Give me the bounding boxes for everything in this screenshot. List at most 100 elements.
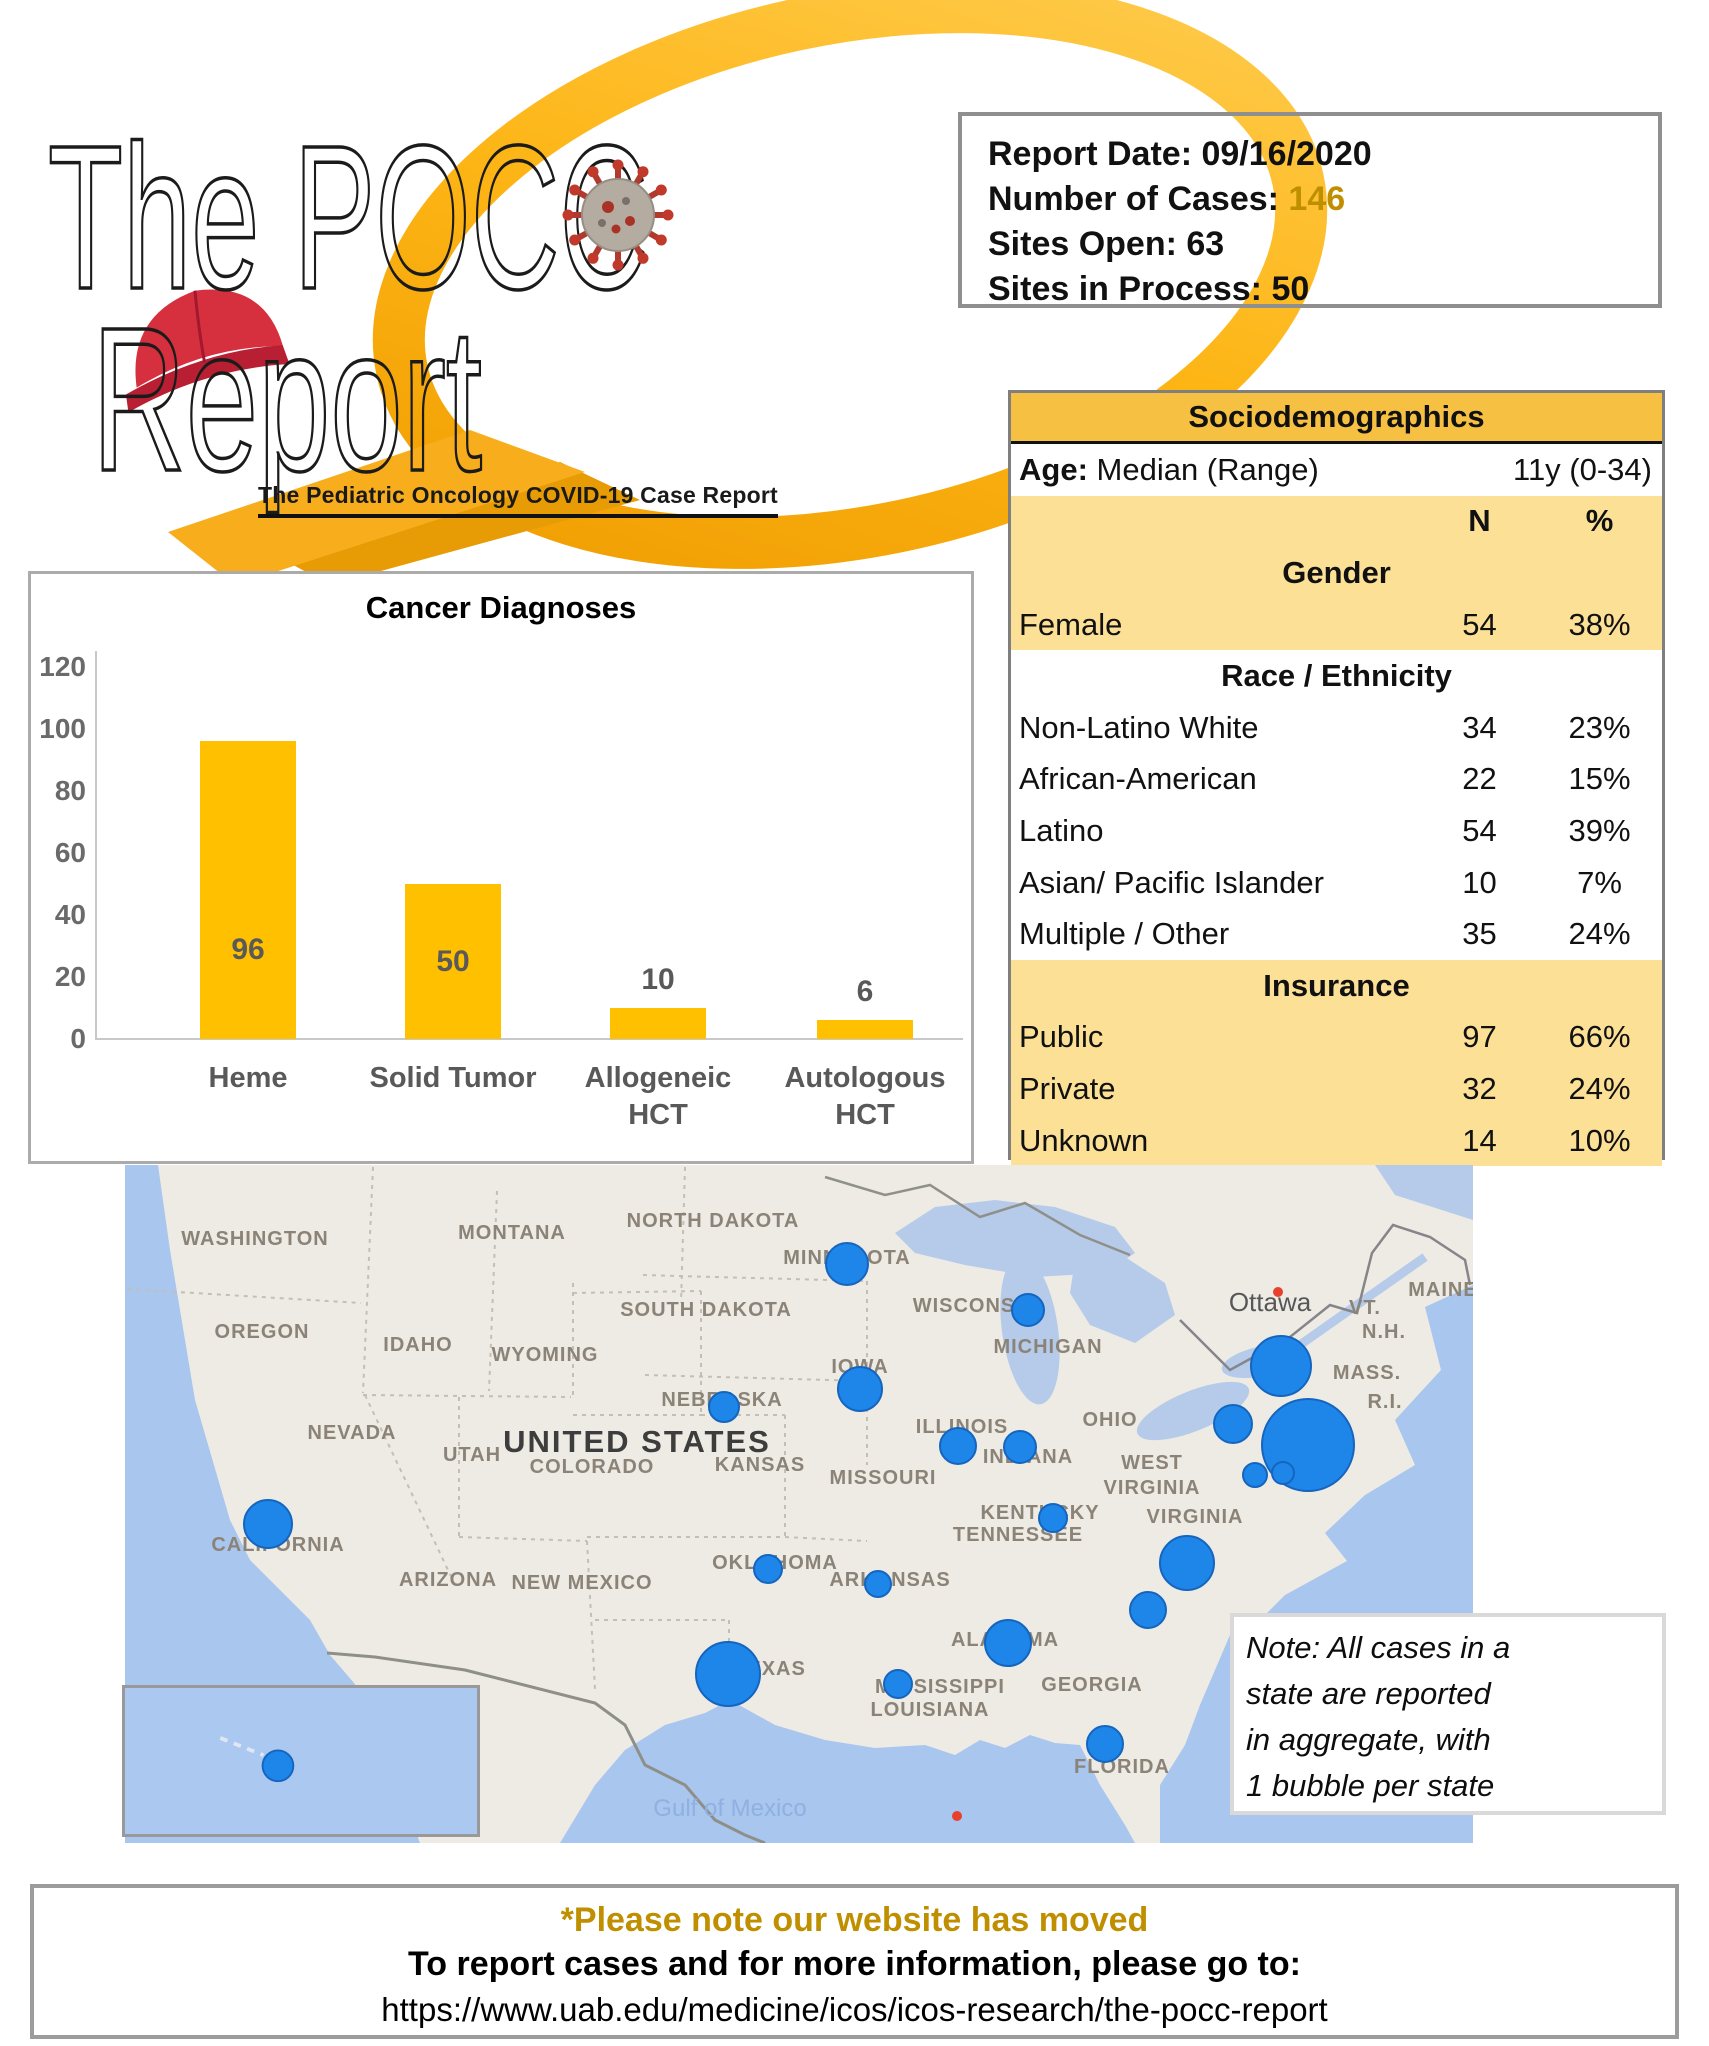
report-info-box: Report Date: 09/16/2020 Number of Cases:…: [958, 112, 1662, 308]
sociodemographics-table: Sociodemographics Age: Median (Range) 11…: [1008, 390, 1665, 1167]
map-label: MISSOURI: [830, 1467, 937, 1489]
bar-value-label: 6: [856, 975, 874, 1008]
table-row: African-American 22 15%: [1019, 761, 1631, 797]
map-label: WEST: [1121, 1452, 1183, 1474]
lake-michigan: [1000, 1255, 1060, 1405]
column-headers: N %: [1011, 495, 1662, 548]
category-label: Autologous HCT: [784, 1062, 946, 1131]
sites-open: Sites Open: 63: [988, 225, 1225, 263]
state-case-bubble: [1271, 1461, 1295, 1485]
y-tick-label: 100: [39, 713, 86, 744]
state-case-bubble: [1242, 1462, 1268, 1488]
map-label: IDAHO: [383, 1334, 452, 1356]
map-label: VIRGINIA: [1147, 1506, 1244, 1528]
lake-huron: [1070, 1257, 1175, 1343]
state-case-bubble: [1038, 1503, 1068, 1533]
pacific-ocean: [125, 1165, 420, 1843]
map-label: KANSAS: [715, 1454, 805, 1476]
table-row: Public 97 66%: [1011, 1011, 1662, 1064]
number-of-cases: Number of Cases: 146: [988, 180, 1346, 218]
table-row: Private 32 24%: [1011, 1063, 1662, 1115]
state-borders: [126, 1166, 868, 1690]
sites-in-process: Sites in Process: 50: [988, 270, 1310, 308]
bar-value-label: 50: [436, 945, 470, 978]
y-tick-label: 20: [54, 961, 86, 992]
red-dot-marker: [1273, 1287, 1283, 1297]
report-date: Report Date: 09/16/2020: [988, 135, 1372, 173]
report-instructions: To report cases and for more information…: [408, 1945, 1301, 1983]
bar-autologous-hct: [817, 1020, 913, 1039]
map-label: VIRGINIA: [1104, 1477, 1201, 1499]
bar-heme: [200, 741, 296, 1039]
state-case-bubble: [825, 1242, 869, 1286]
state-case-bubble: [1086, 1725, 1124, 1763]
state-case-bubble: [708, 1391, 740, 1423]
hawaii-inset: [122, 1685, 480, 1837]
bar-allogeneic-hct: [610, 1008, 706, 1039]
table-row: Non-Latino White 34 23%: [1019, 709, 1631, 745]
state-case-bubble: [837, 1366, 883, 1412]
table-row: Multiple / Other 35 24%: [1019, 916, 1631, 952]
map-label: NORTH DAKOTA: [627, 1210, 800, 1232]
map-label: VT.: [1349, 1297, 1381, 1319]
category-label: Solid Tumor: [369, 1062, 537, 1094]
map-label: NEW MEXICO: [511, 1572, 652, 1594]
table-row: Latino 54 39%: [1019, 812, 1631, 848]
state-case-bubble: [243, 1499, 293, 1549]
pocc-logo: The POCC Report: [46, 0, 1328, 585]
lake-superior: [895, 1200, 1135, 1277]
y-tick-label: 60: [54, 837, 86, 868]
map-label: FLORIDA: [1074, 1756, 1170, 1778]
state-case-bubble: [1250, 1335, 1312, 1397]
footer-banner: *Please note our website has moved To re…: [30, 1884, 1679, 2039]
map-label: GEORGIA: [1041, 1674, 1142, 1696]
coronavirus-icon: [562, 159, 674, 271]
state-case-bubble: [883, 1669, 913, 1699]
map-label: Ottawa: [1229, 1287, 1312, 1317]
mexico-border: [326, 1651, 766, 1843]
state-case-bubble: [1159, 1535, 1215, 1591]
map-label: SOUTH DAKOTA: [620, 1299, 792, 1321]
red-cap-icon: [125, 289, 290, 413]
map-label: OREGON: [215, 1321, 310, 1343]
bar-solid-tumor: [405, 884, 501, 1039]
state-case-bubble: [753, 1554, 783, 1584]
map-label: MAINE: [1408, 1279, 1473, 1301]
table-row: Asian/ Pacific Islander 10 7%: [1019, 864, 1622, 900]
map-label: COLORADO: [530, 1456, 655, 1478]
gender-section-header: Gender: [1011, 547, 1662, 599]
website-moved-notice: *Please note our website has moved: [560, 1901, 1149, 1939]
map-label: ILLINOIS: [916, 1416, 1008, 1438]
category-label: Heme: [208, 1062, 288, 1094]
race-section-header: Race / Ethnicity: [1221, 658, 1452, 694]
map-label: MICHIGAN: [993, 1336, 1102, 1358]
state-case-bubble: [864, 1570, 892, 1598]
map-label: Gulf of Mexico: [653, 1795, 806, 1822]
table-row: Unknown 14 10%: [1011, 1114, 1662, 1167]
map-label: R.I.: [1367, 1391, 1402, 1413]
map-label: OHIO: [1082, 1409, 1137, 1431]
state-case-bubble: [1011, 1293, 1045, 1327]
logo-line1: The POCC: [48, 103, 648, 332]
state-case-bubble: [984, 1619, 1032, 1667]
map-label: N.H.: [1362, 1321, 1406, 1343]
category-label: Allogeneic HCT: [584, 1062, 732, 1131]
state-case-bubble: [1213, 1404, 1253, 1444]
age-row: Age: Median (Range) 11y (0-34): [1019, 451, 1652, 487]
st-lawrence-bay: [1375, 1165, 1473, 1220]
y-tick-label: 80: [54, 775, 86, 806]
bar-value-label: 96: [231, 933, 265, 966]
map-label: UTAH: [443, 1444, 501, 1466]
report-url-link[interactable]: https://www.uab.edu/medicine/icos/icos-r…: [381, 1991, 1328, 2028]
canada-border: [824, 1175, 1131, 1257]
table-title: Sociodemographics: [1011, 393, 1662, 444]
state-case-bubble: [939, 1427, 977, 1465]
y-tick-label: 120: [39, 651, 86, 682]
cancer-diagnoses-chart: Cancer Diagnoses 120 100 80 60 40 20 0 96 Heme 50…: [28, 571, 974, 1164]
state-case-bubble: [695, 1641, 761, 1707]
red-dot-marker: [952, 1811, 962, 1821]
state-case-bubble: [1003, 1430, 1037, 1464]
insurance-section-header: Insurance: [1011, 959, 1662, 1012]
map-label: MASS.: [1333, 1362, 1401, 1384]
state-case-bubble: [1129, 1591, 1167, 1629]
